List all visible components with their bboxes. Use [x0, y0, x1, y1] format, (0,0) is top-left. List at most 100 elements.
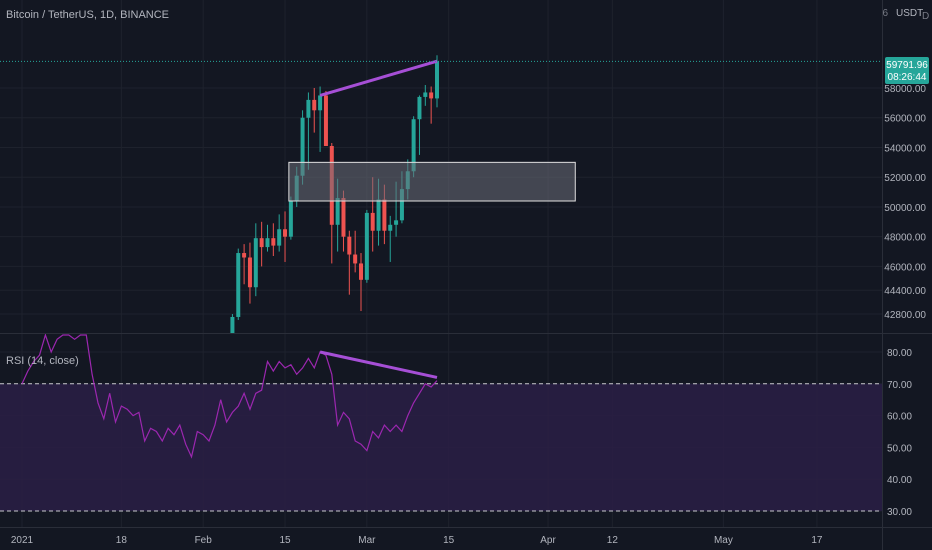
- candle-body: [429, 92, 434, 99]
- time-axis-label: Feb: [195, 535, 213, 546]
- price-axis-label: 52000.00: [884, 173, 926, 184]
- candle-body: [247, 257, 252, 288]
- candle[interactable]: [417, 95, 422, 155]
- candle[interactable]: [283, 211, 288, 262]
- price-axis-label: 54000.00: [884, 143, 926, 154]
- candle[interactable]: [434, 55, 439, 108]
- candle[interactable]: [347, 230, 352, 295]
- candle-body: [411, 119, 416, 172]
- candle-body: [318, 95, 323, 111]
- candle[interactable]: [259, 221, 264, 267]
- candle[interactable]: [236, 248, 241, 320]
- candle-body: [288, 201, 293, 237]
- candle[interactable]: [288, 196, 293, 240]
- time-axis-label: 15: [279, 535, 291, 546]
- rsi-title: RSI (14, close): [6, 355, 79, 367]
- price-tag-box: [885, 57, 929, 84]
- candle-body: [253, 238, 258, 288]
- candle[interactable]: [423, 85, 428, 106]
- rsi-level-lines: [0, 383, 882, 512]
- candle[interactable]: [323, 90, 328, 146]
- currency-label[interactable]: USDT: [896, 8, 923, 19]
- candle[interactable]: [388, 215, 393, 262]
- rsi-axis-label: 60.00: [887, 412, 912, 423]
- candle[interactable]: [277, 214, 282, 252]
- candle-body: [347, 236, 352, 255]
- time-axis-label: May: [714, 535, 733, 546]
- candle-body: [382, 199, 387, 231]
- symbol-title: Bitcoin / TetherUS, 1D, BINANCE: [6, 9, 169, 21]
- candle-body: [265, 238, 270, 248]
- time-axis-label: Apr: [540, 535, 556, 546]
- candle[interactable]: [353, 230, 358, 273]
- candle-body: [417, 96, 422, 120]
- price-axis-label: 46000.00: [884, 262, 926, 273]
- candle-body: [236, 253, 241, 317]
- time-axis-label: Mar: [358, 535, 376, 546]
- price-tag-countdown: 08:26:44: [888, 72, 927, 83]
- rsi-axis-label: 40.00: [887, 475, 912, 486]
- candle-body: [230, 316, 235, 333]
- candle-body: [306, 99, 311, 118]
- candle-body: [300, 117, 305, 176]
- candle-body: [259, 238, 264, 248]
- time-axis-label: 2021: [11, 535, 34, 546]
- candle[interactable]: [271, 223, 276, 257]
- axis-layer: 58000.00 56000.00 54000.00 52000.00 50000.00…: [0, 84, 932, 546]
- time-axis-label: 17: [811, 535, 823, 546]
- candle[interactable]: [429, 86, 434, 124]
- candle-body: [277, 229, 282, 246]
- candle[interactable]: [364, 209, 369, 283]
- candle[interactable]: [329, 143, 334, 264]
- rsi-axis-label: 70.00: [887, 380, 912, 391]
- price-axis-label: 50000.00: [884, 203, 926, 214]
- candle-body: [312, 99, 317, 111]
- candle-body: [341, 198, 346, 237]
- price-axis-label: 56000.00: [884, 114, 926, 125]
- candle-body: [271, 238, 276, 246]
- candle-body: [370, 212, 375, 231]
- price-trend-line[interactable]: [319, 59, 438, 97]
- candle[interactable]: [359, 253, 364, 312]
- candle[interactable]: [242, 244, 247, 285]
- candle-body: [394, 220, 399, 225]
- candle[interactable]: [318, 86, 323, 152]
- candle-body: [323, 95, 328, 146]
- rsi-trend-line[interactable]: [319, 350, 438, 379]
- candles-layer: [230, 55, 439, 333]
- rsi-axis-label: 80.00: [887, 348, 912, 359]
- candle-body: [388, 224, 393, 231]
- candle[interactable]: [306, 92, 311, 170]
- price-tag-value: 59791.96: [886, 60, 928, 71]
- price-axis-label: 48000.00: [884, 233, 926, 244]
- currency-marker: 6: [882, 8, 888, 19]
- candle[interactable]: [230, 314, 235, 333]
- price-axis-label: 44400.00: [884, 286, 926, 297]
- candle-body: [335, 198, 340, 225]
- rsi-axis-label: 50.00: [887, 443, 912, 454]
- candle[interactable]: [265, 224, 270, 252]
- time-axis-label: 12: [607, 535, 619, 546]
- candle-body: [423, 92, 428, 97]
- candle-body: [353, 254, 358, 264]
- candle-body: [364, 212, 369, 280]
- candle-body: [242, 253, 247, 258]
- rsi-axis-label: 30.00: [887, 507, 912, 518]
- price-axis-label: 58000.00: [884, 84, 926, 95]
- rsi-layer: [21, 333, 438, 459]
- time-axis-label: 15: [443, 535, 455, 546]
- candle[interactable]: [247, 242, 252, 304]
- candle-body: [359, 263, 364, 280]
- candle-body: [283, 229, 288, 237]
- currency-marker-right: D: [922, 11, 929, 22]
- candle[interactable]: [312, 88, 317, 133]
- highlight-zone[interactable]: [288, 161, 576, 202]
- time-axis-label: 18: [116, 535, 128, 546]
- rsi-series-line[interactable]: [21, 333, 438, 459]
- rsi-overbought-oversold-band: [0, 383, 882, 511]
- candle-body: [399, 189, 404, 221]
- candle[interactable]: [253, 223, 258, 297]
- candle-body: [376, 199, 381, 231]
